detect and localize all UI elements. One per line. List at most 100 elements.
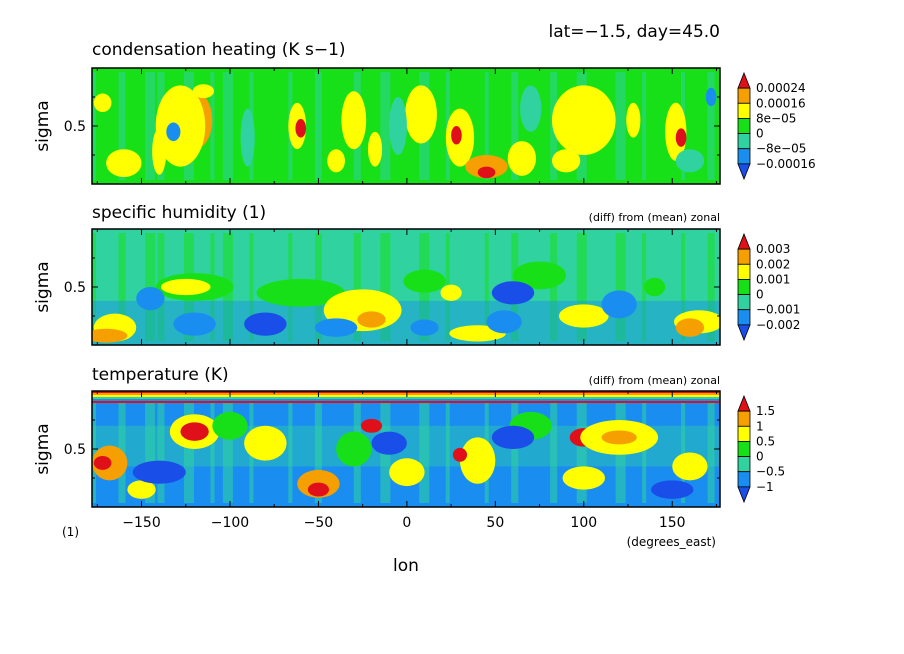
heatmap-top-layer [92, 399, 720, 401]
heatmap-cell [132, 460, 186, 484]
colorbar-label: 0.003 [756, 242, 790, 256]
heatmap-cell [626, 102, 641, 138]
heatmap-streak [145, 233, 156, 341]
heatmap-streak [380, 72, 391, 180]
heatmap-cell [136, 287, 165, 311]
colorbar-label: 1 [756, 419, 764, 433]
x-tick-label: −150 [122, 515, 160, 531]
heatmap-cell [367, 131, 383, 167]
heatmap-cell [160, 278, 211, 296]
heatmap-top-layer [92, 393, 720, 395]
colorbar-label: −1 [756, 480, 774, 494]
heatmap-cell [357, 311, 386, 328]
heatmap-streak [707, 395, 715, 503]
heatmap-cell [371, 431, 407, 455]
colorbar-band [737, 118, 751, 134]
heatmap-streak [145, 395, 156, 503]
heatmap-cell [360, 418, 383, 433]
heatmap-streak [222, 395, 233, 503]
panel-3-subtitle: (diff) from (mean) zonal [589, 374, 720, 387]
heatmap-cell [212, 411, 248, 440]
colorbar-band [737, 248, 751, 265]
colorbar-label: 0.5 [756, 434, 775, 448]
heatmap-cell [675, 149, 705, 173]
heatmap-streak [249, 233, 254, 341]
heatmap-cell [341, 91, 367, 150]
colorbar-label: 0.00024 [756, 81, 806, 95]
colorbar-band [737, 133, 751, 150]
heatmap-streak [353, 233, 361, 341]
x-axis-label: lon [393, 556, 419, 576]
heatmap-streak [615, 72, 626, 180]
heatmap-cell [551, 149, 581, 173]
heatmap-streak [681, 395, 686, 503]
heatmap-streak [157, 395, 165, 503]
heatmap-streak [511, 72, 519, 180]
heatmap-streak [576, 233, 587, 341]
heatmap-streak [484, 233, 489, 341]
heatmap-field [92, 68, 720, 184]
heatmap-cell [491, 281, 535, 305]
colorbar-label: 1.5 [756, 404, 775, 418]
colorbar-label: −0.5 [756, 465, 785, 479]
heatmap-streak [511, 395, 519, 503]
x-axis: −150 −100 −50 0 50 100 150 [122, 515, 685, 531]
header-lat-day: lat=−1.5, day=45.0 [548, 22, 720, 42]
colorbar-label: −0.002 [756, 318, 800, 332]
heatmap-top-layer [92, 401, 720, 403]
heatmap-cell [705, 87, 717, 107]
heatmap-top-layer [92, 397, 720, 399]
panel-2-title: specific humidity (1) [92, 203, 266, 223]
colorbar-label: 0 [756, 450, 764, 464]
y-tick-label: 0.5 [64, 442, 86, 458]
heatmap-streak [615, 233, 626, 341]
heatmap-cell [491, 425, 535, 449]
colorbar-label: 0.002 [756, 257, 790, 271]
heatmap-cell [180, 422, 209, 441]
heatmap-cell [675, 318, 705, 337]
heatmap-cell [127, 480, 156, 499]
heatmap-streak [183, 395, 194, 503]
heatmap-streak [707, 72, 715, 180]
x-tick-label: 150 [659, 515, 686, 531]
heatmap-cell [256, 278, 345, 307]
heatmap-cell [486, 310, 522, 334]
heatmap-cell [451, 126, 462, 145]
colorbar-band [737, 263, 751, 280]
heatmap-streak [642, 72, 647, 180]
heatmap-streak [380, 233, 391, 341]
heatmap-cell [651, 480, 694, 499]
heatmap-streak [145, 72, 156, 180]
heatmap-cell [513, 261, 567, 290]
x-tick-label: −50 [304, 515, 334, 531]
colorbar-band [737, 456, 751, 473]
y-axis-label: sigma [33, 423, 53, 474]
heatmap-top-layer [92, 395, 720, 397]
x-tick-label: 100 [570, 515, 597, 531]
colorbar-label: −0.001 [756, 303, 800, 317]
panel-3-title: temperature (K) [92, 365, 229, 385]
heatmap-field [92, 229, 720, 345]
heatmap-cell [152, 128, 167, 175]
y-units-label: (1) [62, 525, 79, 539]
heatmap-cell [93, 93, 112, 113]
heatmap-streak [550, 395, 558, 503]
heatmap-cell [192, 84, 215, 99]
heatmap-cell [240, 108, 255, 167]
colorbar-label: 8e−05 [756, 111, 796, 125]
heatmap-cell [675, 128, 687, 147]
colorbar-cap-top [737, 232, 751, 250]
colorbar-label: −0.00016 [756, 157, 816, 171]
x-tick-label: −100 [211, 515, 249, 531]
heatmap-cell [410, 319, 439, 336]
x-tick-label: 0 [402, 515, 411, 531]
y-tick-label: 0.5 [64, 119, 86, 135]
heatmap-cell [672, 452, 708, 481]
panel-1-title: condensation heating (K s−1) [92, 40, 346, 60]
colorbar-band [737, 309, 751, 326]
heatmap-streak [314, 395, 322, 503]
